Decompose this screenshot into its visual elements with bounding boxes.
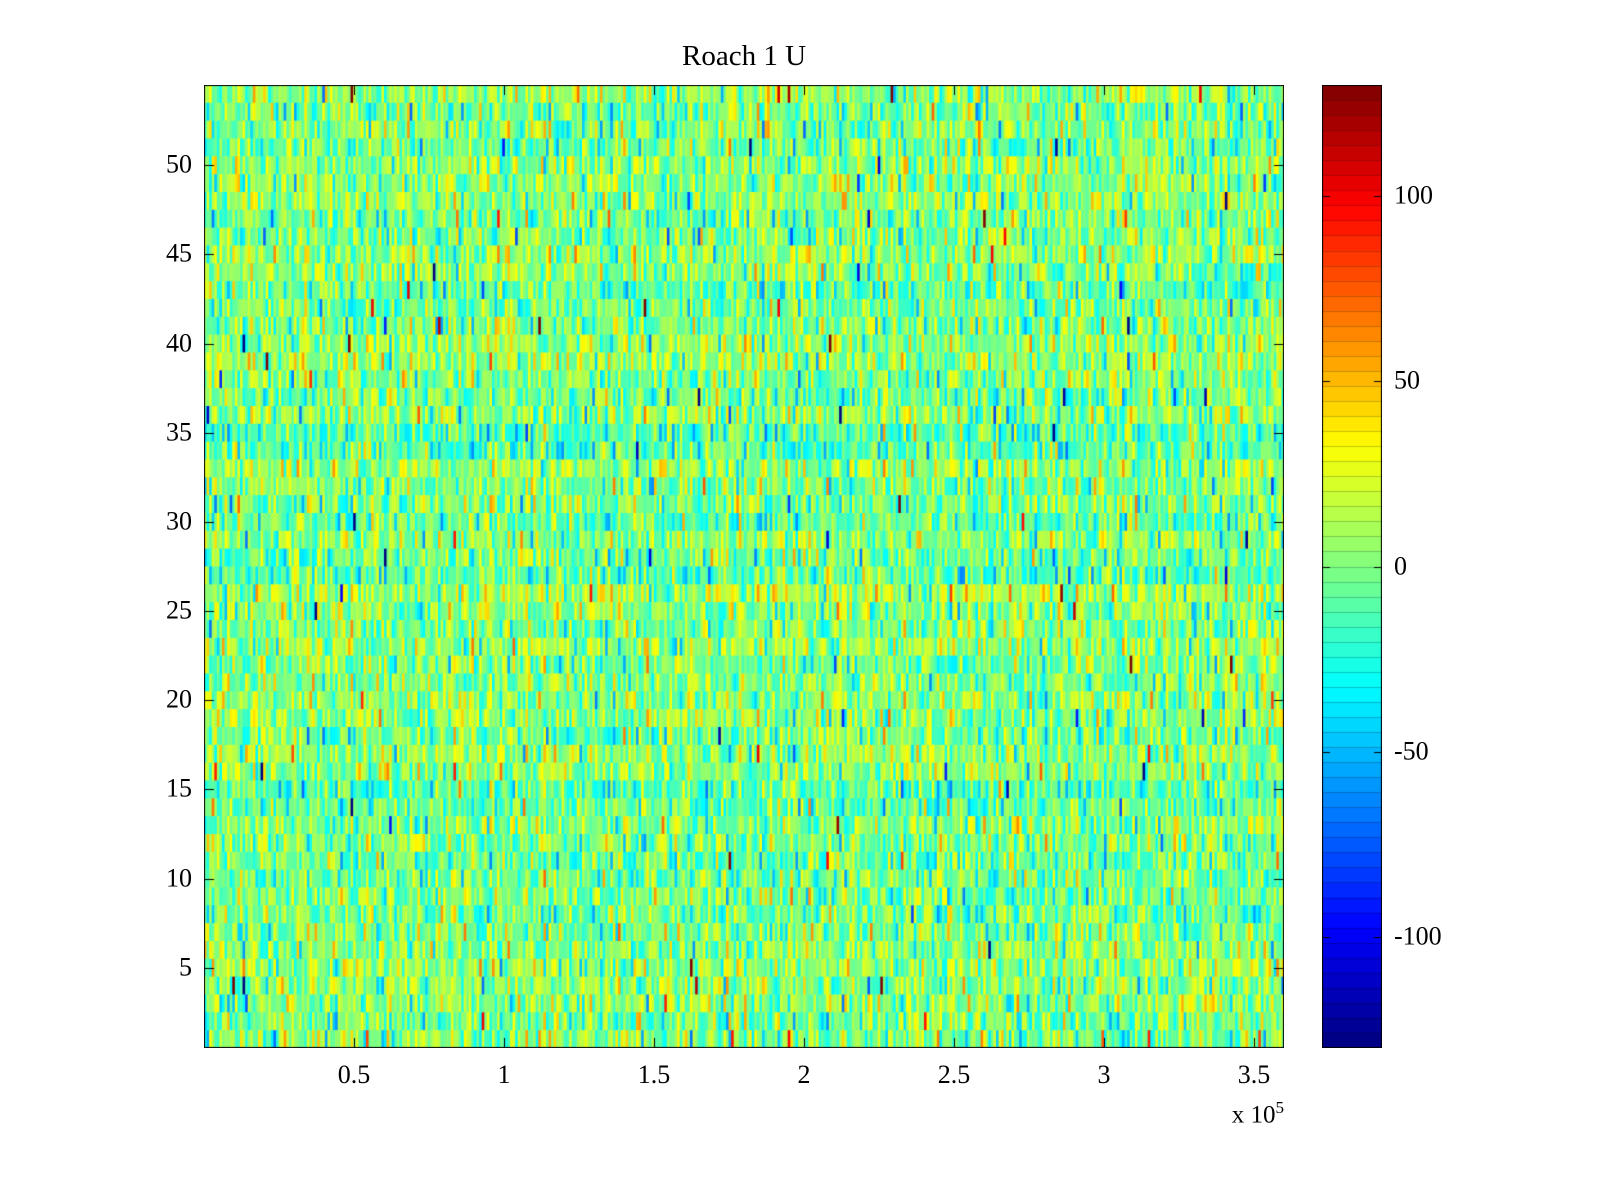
chart-title: Roach 1 U [681, 40, 807, 72]
colorbar [1322, 85, 1382, 1048]
x-tick-label: 0.5 [337, 1060, 371, 1089]
y-tick-label: 35 [166, 417, 192, 447]
x-tick-label: 3 [1097, 1060, 1111, 1089]
heatmap-plot [204, 85, 1284, 1048]
y-tick-label: 45 [166, 238, 192, 268]
y-tick-label: 40 [166, 327, 192, 357]
y-tick-label: 10 [166, 862, 192, 892]
x-tick-label: 1 [497, 1060, 511, 1089]
y-tick-label: 50 [166, 149, 192, 179]
x-tick-label: 1.5 [637, 1060, 671, 1089]
y-tick-label: 30 [166, 506, 192, 536]
x-axis-multiplier-base: x 10 [1231, 1101, 1276, 1129]
x-axis-multiplier-exponent: 5 [1275, 1098, 1285, 1117]
colorbar-tick-label: 100 [1394, 180, 1433, 210]
x-axis-multiplier: x 105 [1084, 1098, 1284, 1129]
colorbar-tick-label: 0 [1394, 550, 1407, 580]
x-tick-label: 3.5 [1237, 1060, 1271, 1089]
y-tick-label: 25 [166, 595, 192, 625]
y-tick-label: 15 [166, 773, 192, 803]
x-tick-label: 2 [797, 1060, 811, 1089]
colorbar-tick-label: 50 [1394, 365, 1420, 395]
y-tick-label: 5 [179, 952, 192, 982]
x-tick-label: 2.5 [937, 1060, 971, 1089]
colorbar-tick-label: -50 [1394, 736, 1429, 766]
colorbar-tick-label: -100 [1394, 921, 1442, 951]
y-tick-label: 20 [166, 684, 192, 714]
